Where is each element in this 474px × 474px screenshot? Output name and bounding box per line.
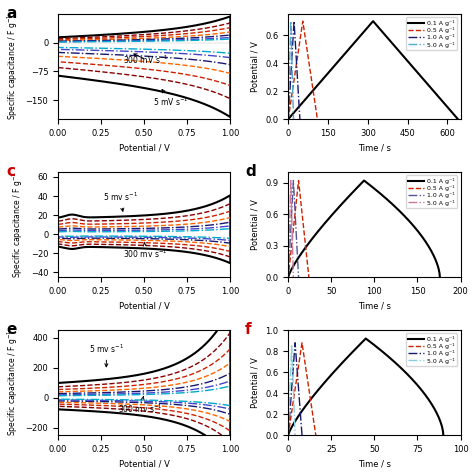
Legend: 0.1 A g⁻¹, 0.5 A g⁻¹, 1.0 A g⁻¹, 5.0 A g⁻¹: 0.1 A g⁻¹, 0.5 A g⁻¹, 1.0 A g⁻¹, 5.0 A g…	[406, 175, 457, 208]
Text: 5 mv s$^{-1}$: 5 mv s$^{-1}$	[103, 191, 138, 211]
Text: 300 mv s$^{-1}$: 300 mv s$^{-1}$	[124, 242, 168, 260]
Text: 5 mV s$^{-1}$: 5 mV s$^{-1}$	[153, 90, 189, 108]
X-axis label: Time / s: Time / s	[358, 459, 391, 468]
Legend: 0.1 A g⁻¹, 0.5 A g⁻¹, 1.0 A g⁻¹, 5.0 A g⁻¹: 0.1 A g⁻¹, 0.5 A g⁻¹, 1.0 A g⁻¹, 5.0 A g…	[406, 333, 457, 366]
Text: 300 mv s$^{-1}$: 300 mv s$^{-1}$	[118, 397, 163, 415]
Legend: 0.1 A g⁻¹, 0.5 A g⁻¹, 1.0 A g⁻¹, 5.0 A g⁻¹: 0.1 A g⁻¹, 0.5 A g⁻¹, 1.0 A g⁻¹, 5.0 A g…	[406, 17, 457, 50]
Text: a: a	[6, 6, 17, 21]
Y-axis label: Specific capacitance / F g$^{-1}$: Specific capacitance / F g$^{-1}$	[6, 13, 20, 120]
Text: d: d	[245, 164, 256, 179]
X-axis label: Time / s: Time / s	[358, 301, 391, 310]
Text: f: f	[245, 322, 252, 337]
Text: c: c	[6, 164, 15, 179]
Y-axis label: Specific capacitance / F g$^{-1}$: Specific capacitance / F g$^{-1}$	[11, 171, 25, 278]
Y-axis label: Potential / V: Potential / V	[251, 357, 260, 408]
Text: e: e	[6, 322, 17, 337]
X-axis label: Potential / V: Potential / V	[118, 459, 170, 468]
Y-axis label: Potential / V: Potential / V	[251, 199, 260, 250]
X-axis label: Potential / V: Potential / V	[118, 144, 170, 153]
Y-axis label: Potential / V: Potential / V	[251, 41, 260, 92]
Text: 300 mV s$^{-1}$: 300 mV s$^{-1}$	[124, 54, 169, 66]
X-axis label: Time / s: Time / s	[358, 144, 391, 153]
Text: 5 mv s$^{-1}$: 5 mv s$^{-1}$	[89, 342, 124, 367]
Y-axis label: Specific capacitance / F g$^{-1}$: Specific capacitance / F g$^{-1}$	[6, 329, 20, 436]
X-axis label: Potential / V: Potential / V	[118, 301, 170, 310]
